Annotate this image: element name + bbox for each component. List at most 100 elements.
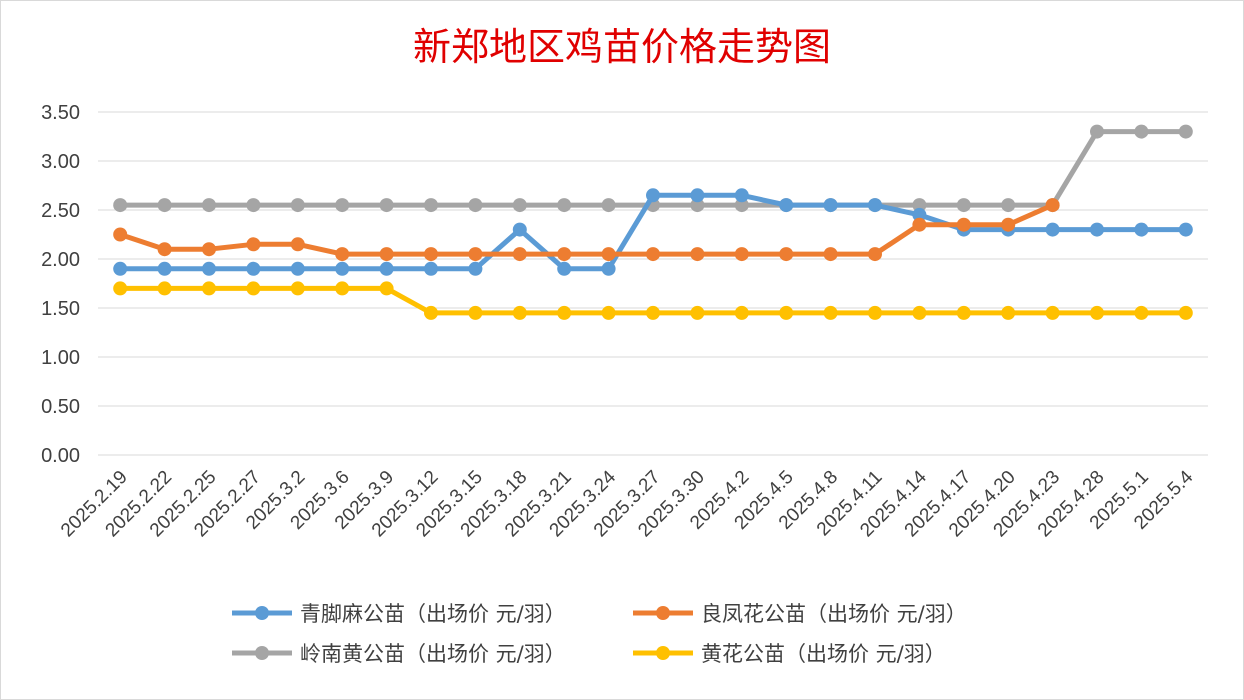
data-point	[424, 198, 438, 213]
data-point	[157, 261, 172, 276]
y-tick-label: 0.00	[41, 445, 80, 467]
data-point	[379, 198, 394, 213]
data-point	[779, 305, 794, 320]
data-point	[1001, 217, 1016, 232]
data-point	[512, 305, 527, 320]
data-point	[335, 198, 350, 213]
y-tick-label: 1.00	[41, 347, 80, 369]
data-point	[1090, 124, 1104, 139]
data-point	[202, 242, 216, 257]
series-lines	[113, 124, 1193, 320]
series-line	[117, 202, 1056, 257]
data-point	[290, 237, 305, 252]
data-point	[1045, 222, 1060, 237]
data-point	[468, 261, 483, 276]
data-point	[113, 227, 128, 242]
data-point	[290, 281, 305, 296]
data-point	[1178, 124, 1193, 139]
data-point	[202, 281, 216, 296]
data-point	[157, 281, 172, 296]
data-point	[379, 247, 394, 262]
legend-label: 青脚麻公苗（出场价 元/羽）	[300, 602, 566, 626]
data-point	[734, 188, 749, 203]
data-point	[290, 198, 305, 213]
legend-label: 岭南黄公苗（出场价 元/羽）	[300, 642, 566, 666]
data-point	[646, 305, 660, 320]
data-point	[424, 261, 438, 276]
data-point	[1090, 222, 1104, 237]
data-point	[912, 198, 927, 213]
legend-marker	[255, 606, 269, 620]
data-point	[734, 247, 749, 262]
data-point	[868, 198, 882, 213]
data-point	[823, 198, 838, 213]
data-point	[202, 198, 216, 213]
data-point	[557, 261, 572, 276]
data-point	[379, 261, 394, 276]
data-point	[823, 305, 838, 320]
data-point	[468, 198, 483, 213]
legend-item: 岭南黄公苗（出场价 元/羽）	[232, 642, 566, 666]
legend-marker	[656, 646, 670, 660]
data-point	[779, 247, 794, 262]
data-point	[335, 247, 350, 262]
data-point	[468, 305, 483, 320]
data-point	[912, 217, 927, 232]
data-point	[246, 198, 261, 213]
data-point	[468, 247, 483, 262]
data-point	[1178, 305, 1193, 320]
data-point	[1001, 305, 1016, 320]
y-tick-label: 3.00	[41, 151, 80, 173]
data-point	[557, 198, 572, 213]
data-point	[1045, 198, 1060, 213]
data-point	[113, 261, 128, 276]
data-point	[690, 305, 705, 320]
data-point	[1090, 305, 1104, 320]
data-point	[557, 247, 572, 262]
legend-item: 黄花公苗（出场价 元/羽）	[633, 642, 946, 666]
data-point	[290, 261, 305, 276]
data-point	[601, 198, 616, 213]
data-point	[113, 281, 128, 296]
data-point	[646, 247, 660, 262]
y-axis-ticks: 0.00 0.50 1.00 1.50 2.00 2.50 3.00 3.50	[41, 102, 80, 467]
legend-label: 良凤花公苗（出场价 元/羽）	[701, 602, 967, 626]
data-point	[646, 188, 660, 203]
data-point	[912, 207, 927, 222]
data-point	[379, 281, 394, 296]
data-point	[335, 261, 350, 276]
data-point	[424, 247, 438, 262]
legend-label: 黄花公苗（出场价 元/羽）	[701, 642, 946, 666]
data-point	[246, 237, 261, 252]
data-point	[734, 198, 749, 213]
data-point	[823, 247, 838, 262]
legend-item: 良凤花公苗（出场价 元/羽）	[633, 602, 967, 626]
data-point	[601, 247, 616, 262]
data-point	[1001, 198, 1016, 213]
data-point	[868, 305, 882, 320]
data-point	[1134, 124, 1149, 139]
data-point	[246, 261, 261, 276]
data-point	[779, 198, 794, 213]
data-point	[1134, 222, 1149, 237]
data-point	[113, 198, 128, 213]
data-point	[601, 305, 616, 320]
data-point	[335, 281, 350, 296]
data-point	[1134, 305, 1149, 320]
data-point	[512, 198, 527, 213]
legend-item: 青脚麻公苗（出场价 元/羽）	[232, 602, 566, 626]
data-point	[868, 247, 882, 262]
y-tick-label: 3.50	[41, 102, 80, 124]
data-point	[912, 305, 927, 320]
data-point	[512, 247, 527, 262]
data-point	[956, 217, 971, 232]
data-point	[557, 305, 572, 320]
data-point	[1178, 222, 1193, 237]
data-point	[601, 261, 616, 276]
data-point	[956, 305, 971, 320]
data-point	[690, 247, 705, 262]
legend-marker	[255, 646, 269, 660]
y-tick-label: 1.50	[41, 298, 80, 320]
